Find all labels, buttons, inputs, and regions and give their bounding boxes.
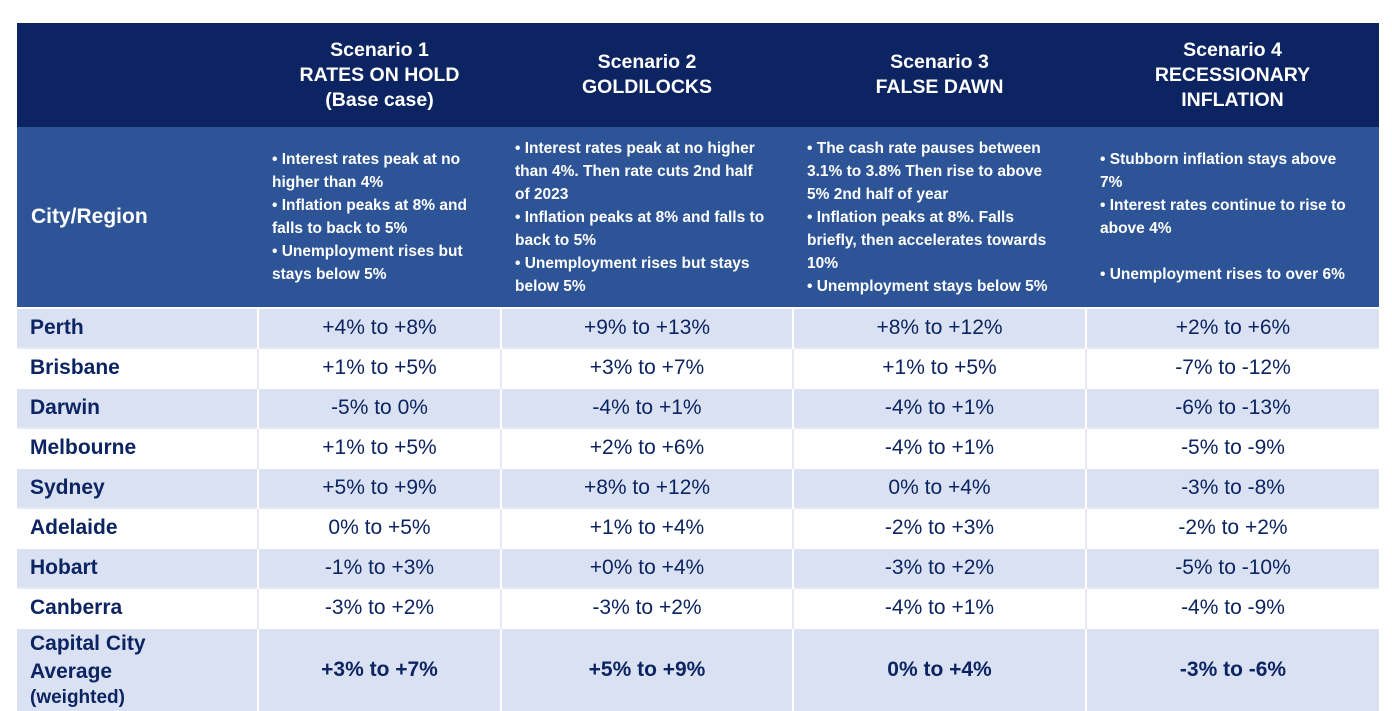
scenario-3-header: Scenario 3 FALSE DAWN bbox=[793, 23, 1086, 127]
forecast-value-scenario-2: +8% to +12% bbox=[500, 467, 793, 508]
scenario-description-row: City/Region • Interest rates peak at no … bbox=[17, 127, 1379, 308]
city-name: Melbourne bbox=[17, 427, 258, 468]
average-label: Capital City Average (weighted) bbox=[17, 627, 258, 711]
forecast-value-scenario-4: -5% to -9% bbox=[1085, 427, 1379, 468]
forecast-value-scenario-2: +9% to +13% bbox=[500, 307, 793, 348]
forecast-value-scenario-1: -5% to 0% bbox=[257, 387, 501, 428]
forecast-value-scenario-1: +1% to +5% bbox=[257, 427, 501, 468]
forecast-value-scenario-4: -3% to -8% bbox=[1085, 467, 1379, 508]
forecast-value-scenario-2: +1% to +4% bbox=[500, 507, 793, 548]
table-row: Canberra -3% to +2% -3% to +2% -4% to +1% -4… bbox=[17, 587, 1379, 628]
forecast-value-scenario-4: -2% to +2% bbox=[1085, 507, 1379, 548]
forecast-value-scenario-3: -4% to +1% bbox=[792, 387, 1086, 428]
average-value-scenario-1: +3% to +7% bbox=[257, 627, 501, 711]
forecast-value-scenario-3: -4% to +1% bbox=[792, 587, 1086, 628]
forecast-value-scenario-1: -1% to +3% bbox=[257, 547, 501, 588]
table-row: Perth +4% to +8% +9% to +13% +8% to +12% +2%… bbox=[17, 307, 1379, 348]
average-value-scenario-3: 0% to +4% bbox=[792, 627, 1086, 711]
forecast-value-scenario-3: -2% to +3% bbox=[792, 507, 1086, 548]
scenario-4-description: • Stubborn inflation stays above 7% • In… bbox=[1086, 127, 1379, 308]
forecast-value-scenario-2: -4% to +1% bbox=[500, 387, 793, 428]
forecast-value-scenario-4: -4% to -9% bbox=[1085, 587, 1379, 628]
city-region-header: City/Region bbox=[17, 127, 258, 308]
forecast-value-scenario-4: -6% to -13% bbox=[1085, 387, 1379, 428]
scenario-4-header: Scenario 4 RECESSIONARY INFLATION bbox=[1086, 23, 1379, 127]
forecast-value-scenario-3: +8% to +12% bbox=[792, 307, 1086, 348]
forecast-value-scenario-1: 0% to +5% bbox=[257, 507, 501, 548]
table-row: Adelaide 0% to +5% +1% to +4% -2% to +3% -2%… bbox=[17, 507, 1379, 548]
forecast-value-scenario-2: +2% to +6% bbox=[500, 427, 793, 468]
city-name: Sydney bbox=[17, 467, 258, 508]
forecast-value-scenario-3: 0% to +4% bbox=[792, 467, 1086, 508]
capital-city-average-row: Capital City Average (weighted) +3% to +… bbox=[17, 627, 1379, 711]
forecast-value-scenario-4: +2% to +6% bbox=[1085, 307, 1379, 348]
forecast-value-scenario-2: -3% to +2% bbox=[500, 587, 793, 628]
forecast-value-scenario-3: -3% to +2% bbox=[792, 547, 1086, 588]
city-name: Adelaide bbox=[17, 507, 258, 548]
table-row: Hobart -1% to +3% +0% to +4% -3% to +2% -5% … bbox=[17, 547, 1379, 588]
forecast-value-scenario-1: -3% to +2% bbox=[257, 587, 501, 628]
scenario-3-description: • The cash rate pauses between 3.1% to 3… bbox=[793, 127, 1086, 308]
forecast-value-scenario-1: +5% to +9% bbox=[257, 467, 501, 508]
average-value-scenario-4: -3% to -6% bbox=[1085, 627, 1379, 711]
scenario-header-row: Scenario 1 RATES ON HOLD (Base case) Sce… bbox=[17, 23, 1379, 127]
table-row: Melbourne +1% to +5% +2% to +6% -4% to +1% -… bbox=[17, 427, 1379, 468]
scenario-table: Scenario 1 RATES ON HOLD (Base case) Sce… bbox=[17, 23, 1379, 711]
scenario-2-header: Scenario 2 GOLDILOCKS bbox=[501, 23, 793, 127]
city-name: Perth bbox=[17, 307, 258, 348]
city-name: Hobart bbox=[17, 547, 258, 588]
forecast-value-scenario-3: -4% to +1% bbox=[792, 427, 1086, 468]
forecast-value-scenario-4: -5% to -10% bbox=[1085, 547, 1379, 588]
forecast-value-scenario-3: +1% to +5% bbox=[792, 347, 1086, 388]
forecast-value-scenario-1: +1% to +5% bbox=[257, 347, 501, 388]
scenario-1-description: • Interest rates peak at no higher than … bbox=[258, 127, 501, 308]
forecast-value-scenario-2: +0% to +4% bbox=[500, 547, 793, 588]
forecast-value-scenario-4: -7% to -12% bbox=[1085, 347, 1379, 388]
scenario-2-description: • Interest rates peak at no higher than … bbox=[501, 127, 793, 308]
scenario-1-header: Scenario 1 RATES ON HOLD (Base case) bbox=[258, 23, 501, 127]
table-row: Brisbane +1% to +5% +3% to +7% +1% to +5% -7… bbox=[17, 347, 1379, 388]
table-row: Darwin -5% to 0% -4% to +1% -4% to +1% -6% t… bbox=[17, 387, 1379, 428]
table-row: Sydney +5% to +9% +8% to +12% 0% to +4% -3% … bbox=[17, 467, 1379, 508]
city-name: Canberra bbox=[17, 587, 258, 628]
city-name: Brisbane bbox=[17, 347, 258, 388]
average-value-scenario-2: +5% to +9% bbox=[500, 627, 793, 711]
city-name: Darwin bbox=[17, 387, 258, 428]
header-blank-cell bbox=[17, 23, 258, 127]
forecast-value-scenario-2: +3% to +7% bbox=[500, 347, 793, 388]
forecast-value-scenario-1: +4% to +8% bbox=[257, 307, 501, 348]
